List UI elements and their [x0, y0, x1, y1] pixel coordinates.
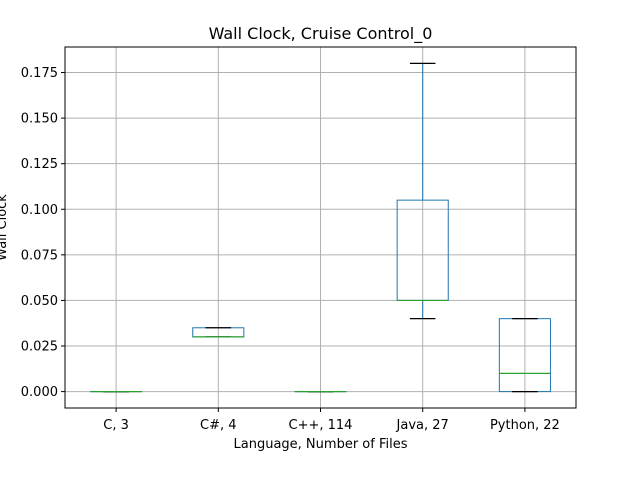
y-tick-label: 0.125: [21, 157, 58, 172]
y-tick-label: 0.050: [21, 294, 58, 309]
axis-ticks: 0.000 0.025 0.050 0.075 0.100 0.125 0.150 0.175…: [21, 66, 560, 433]
x-tick-label: Python, 22: [490, 418, 560, 433]
grid-lines: [65, 47, 576, 408]
x-tick-label: Java, 27: [396, 418, 449, 433]
x-tick-label: C, 3: [103, 418, 129, 433]
x-tick-label: C++, 114: [289, 418, 353, 433]
y-tick-label: 0.100: [21, 203, 58, 218]
y-tick-label: 0.175: [21, 66, 58, 81]
y-tick-label: 0.150: [21, 112, 58, 127]
box-group: [192, 327, 245, 338]
box-group: [498, 318, 551, 393]
y-tick-label: 0.000: [21, 385, 58, 400]
y-tick-label: 0.025: [21, 340, 58, 355]
box-plot-series: [90, 62, 551, 393]
x-tick-label: C#, 4: [200, 418, 237, 433]
x-axis-label: Language, Number of Files: [234, 437, 408, 452]
chart-title: Wall Clock, Cruise Control_0: [209, 24, 433, 44]
y-tick-label: 0.075: [21, 248, 58, 263]
box-group: [396, 62, 449, 320]
y-axis-label: Wall Clock: [0, 194, 10, 261]
